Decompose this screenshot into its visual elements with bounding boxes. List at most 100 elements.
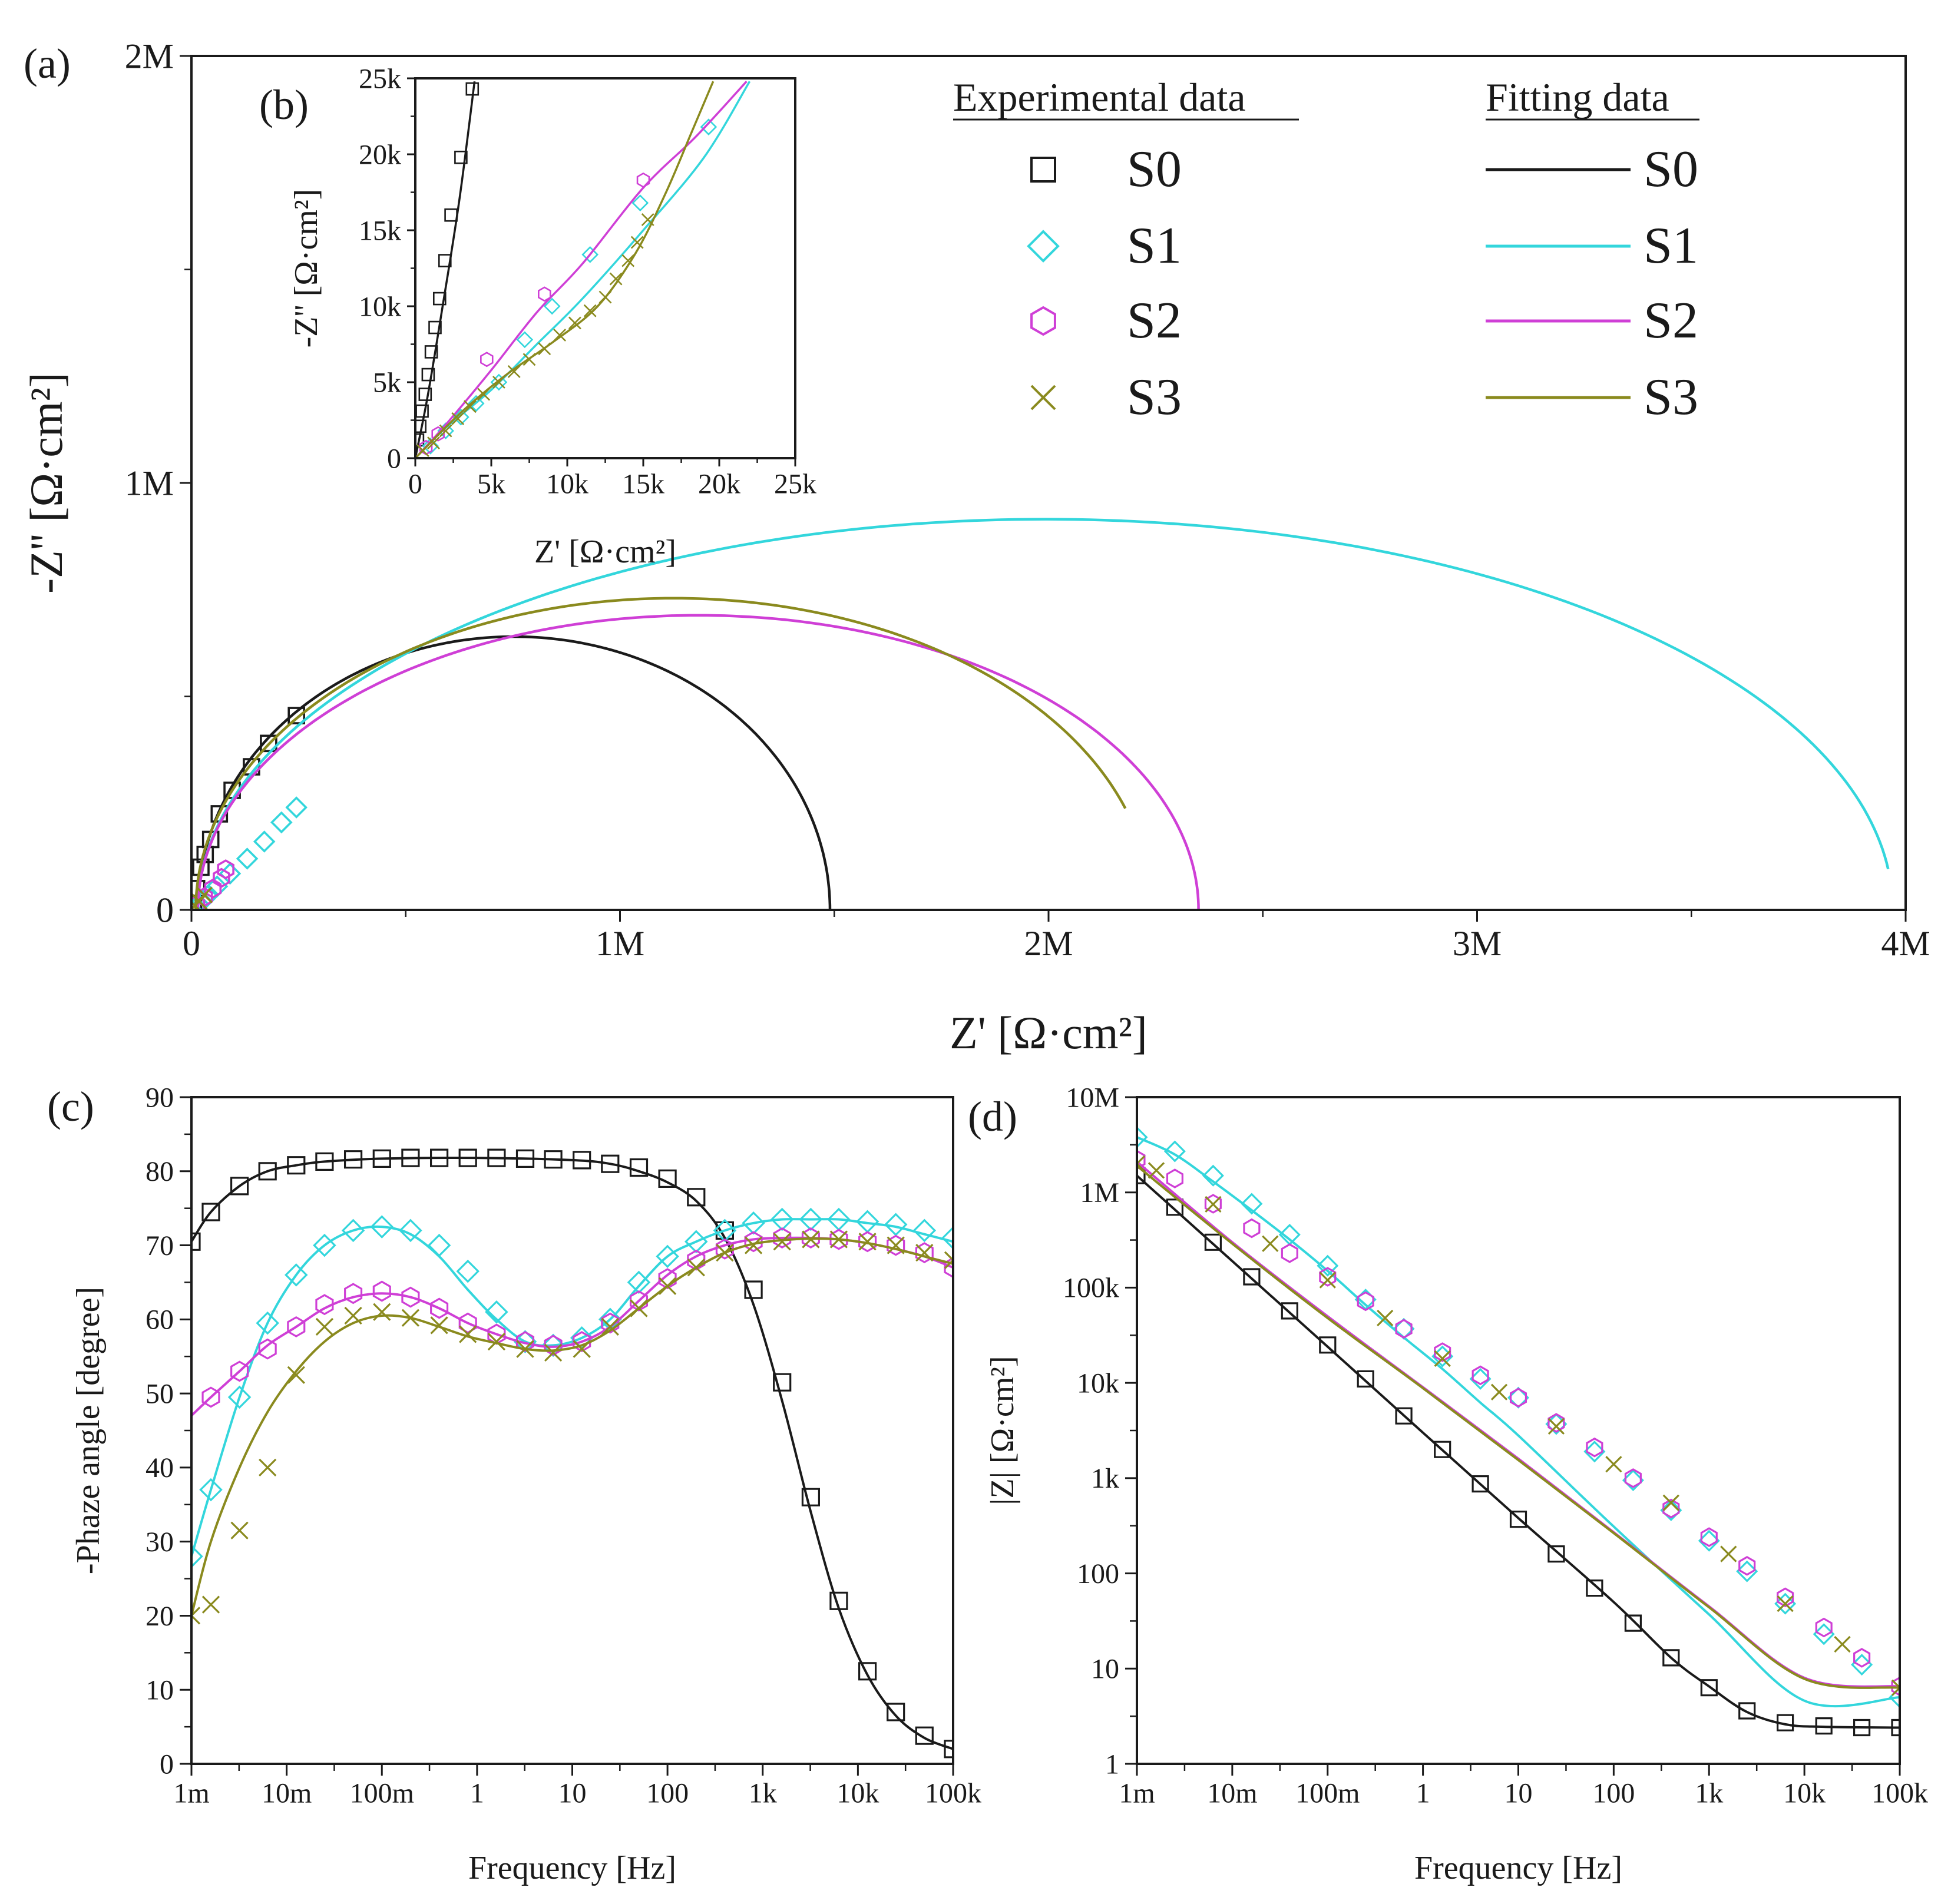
series-s0-experimental-point [487,1148,506,1167]
series-s2-experimental-point [213,867,230,888]
series-s1-experimental-point [256,1311,279,1335]
series-s3-experimental-point [523,353,536,366]
series-s3-experimental-point [1605,1456,1622,1473]
series-s0-experimental-point [315,1152,334,1171]
series-s3-fit-line [415,81,715,458]
series-s1-fit-line [1137,1136,1900,1708]
y-axis-title: -Phaze angle [degree] [70,1287,107,1574]
series-s0-experimental-point [458,1148,477,1167]
x-tick-label: 2M [1024,924,1073,963]
series-s3-experimental-point [315,1317,334,1336]
series-s0-experimental-point [1815,1717,1833,1735]
series-s0-experimental-point [1243,1268,1261,1286]
series-s3-experimental-point [598,290,612,304]
series-s0-experimental-point [1471,1475,1489,1493]
series-s2-experimental-point [1815,1617,1833,1638]
series-s0-experimental-point [1434,1441,1451,1458]
x-tick-label: 10 [1504,1778,1533,1809]
series-s3-experimental-point [1547,1418,1565,1435]
y-tick-label: 1M [1080,1177,1119,1208]
series-s3-experimental-point [477,388,491,401]
series-s3-experimental-point [568,316,581,330]
series-s2-experimental-point [1471,1365,1489,1386]
series-s0-experimental-point [428,320,442,335]
series-s3-experimental-point [1834,1635,1851,1653]
x-axis-title: Z' [Ω·cm²] [534,534,676,570]
x-tick-label: 10m [262,1778,312,1809]
y-tick-label: 1k [1091,1463,1119,1494]
y-axis-title: -Z'' [Ω·cm²] [288,189,325,348]
legend-marker-s0 [1030,157,1056,183]
diamond-marker-icon [1027,230,1060,263]
series-s3-experimental-point [621,254,635,267]
series-s1-experimental-point [485,1300,508,1324]
series-s1-experimental-point [1163,1140,1186,1163]
x-tick-label: 1m [173,1778,209,1809]
series-s2-experimental-point [1319,1267,1337,1287]
series-s0-experimental-point [573,1151,591,1170]
legend-experimental-s3: S3 [1127,369,1182,426]
series-s1-experimental-point [285,796,307,819]
series-s1-experimental-point [1137,1126,1148,1148]
x-tick-label: 1k [749,1778,777,1809]
series-s3-experimental-point [196,886,213,903]
x-tick-label: 1M [596,924,644,963]
series-s1-experimental-point [516,331,534,349]
series-s2-experimental-point [191,895,206,910]
series-s3-experimental-point [1377,1309,1394,1327]
y-tick-label: 50 [146,1378,174,1409]
series-s3-experimental-point [416,444,429,458]
y-tick-label: 10k [359,291,401,322]
series-s2-experimental-point [204,878,222,899]
panel-c-phase-angle-plot: 1m 10m 100m 1 10 100 1k 10k 100k 0 10 20 30 40 50 60 70 8… [70,1082,981,1886]
y-axis-title: -Z'' [Ω·cm²] [21,372,72,594]
x-tick-label: 5k [477,469,505,500]
series-s0-experimental-point [192,858,210,876]
series-s1-experimental-point [700,118,717,135]
series-s3-experimental-point [716,1243,734,1262]
series-s2-experimental-point [515,1331,535,1353]
series-s1-experimental-point [713,1218,737,1243]
series-s3-experimental-point [944,1251,953,1269]
series-s3-experimental-point [583,304,597,317]
series-s3-experimental-point [1490,1383,1508,1400]
series-s1-experimental-point [399,1218,422,1243]
y-tick-label: 25k [359,63,401,94]
series-s0-experimental-point [944,1740,953,1759]
series-s2-experimental-point [1777,1587,1794,1608]
x-tick-label: 100k [1871,1778,1928,1809]
series-s0-experimental-point [401,1148,420,1167]
series-s2-experimental-point [344,1283,363,1304]
y-tick-label: 10 [1091,1654,1119,1685]
series-s0-experimental-point [258,1162,277,1181]
series-s2-experimental-point [258,1338,277,1360]
panel-d-impedance-magnitude-plot: 1m 10m 100m 1 10 100 1k 10k 100k 1 10 100 1k 10k 100k 1… [984,1082,1928,1886]
series-s3-experimental-point [439,424,452,438]
series-s1-experimental-point [1660,1499,1682,1521]
legend-fitting-header: Fitting data [1486,75,1669,120]
x-tick-label: 20k [698,469,740,500]
series-s1-experimental-point [799,1207,823,1231]
series-s2-experimental-point [458,1312,477,1334]
panel-b-nyquist-inset: 0 5k 10k 15k 20k 25k 0 5k 10k 15k 20k 25k Z' [Ω·cm²]… [288,63,816,570]
series-s0-experimental-point [191,1232,201,1251]
legend-experimental-header: Experimental data [953,75,1246,120]
series-s3-experimental-point [658,1277,677,1295]
y-tick-label: 10 [146,1675,174,1706]
series-s2-experimental-point [315,1294,334,1316]
series-s3-experimental-point [630,1299,648,1317]
series-s1-experimental-point [285,1263,308,1287]
series-s2-experimental-point [801,1227,820,1249]
series-s2-experimental-point [230,1360,249,1382]
x-axis-title: Z' [Ω·cm²] [950,1007,1148,1058]
series-s3-experimental-point [259,1458,277,1477]
panel-label-c: (c) [47,1083,94,1130]
series-s0-experimental-point [1509,1511,1527,1528]
series-s3-experimental-point [1205,1196,1222,1213]
y-tick-label: 0 [387,443,401,474]
y-tick-label: 60 [146,1304,174,1336]
y-tick-label: 90 [146,1082,174,1113]
series-s1-experimental-point [199,1478,223,1502]
x-tick-label: 1 [1416,1778,1430,1809]
series-s1-experimental-point [422,438,439,455]
